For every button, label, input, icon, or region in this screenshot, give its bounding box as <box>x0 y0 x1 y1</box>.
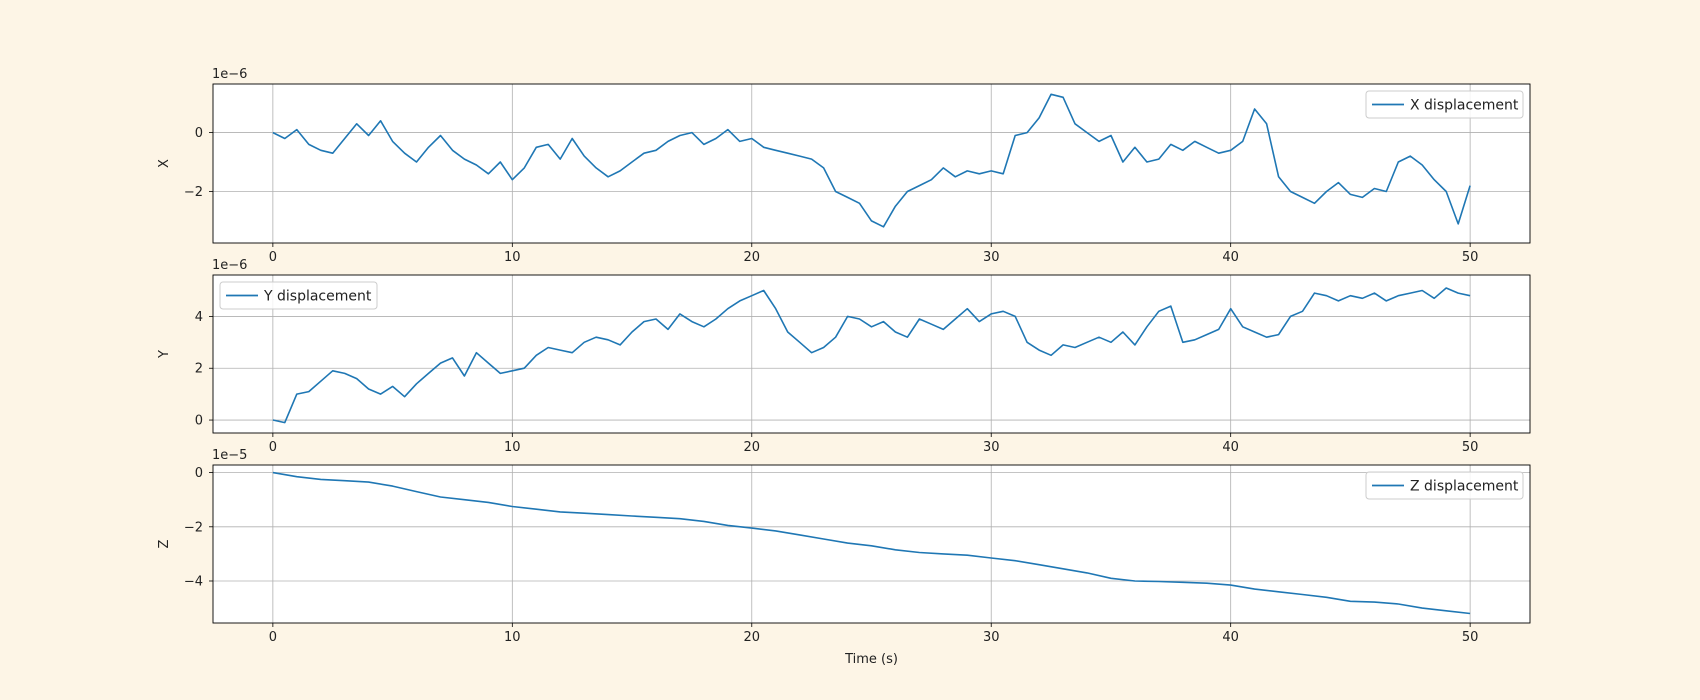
x-tick-label: 30 <box>983 630 1000 645</box>
y-tick-label: −2 <box>184 520 203 535</box>
y-offset-label: 1e−6 <box>212 258 247 273</box>
subplot-y: 0 10 20 30 40 50 0 2 4 1e−6 Y Y displacement <box>157 258 1531 455</box>
y-tick-label: −2 <box>184 185 203 200</box>
y-tick-label: 4 <box>195 310 203 325</box>
y-axis-label: Y <box>157 350 172 359</box>
x-tick-label: 30 <box>983 440 1000 455</box>
x-tick-label: 10 <box>504 250 521 265</box>
x-tick-label: 0 <box>269 250 277 265</box>
axes-frame <box>212 464 1531 624</box>
x-tick-label: 40 <box>1222 440 1239 455</box>
y-tick-label: 0 <box>195 466 203 481</box>
subplot-z: 0 10 20 30 40 50 −4 −2 0 1e−5 Z Time (s) Z displacem… <box>157 448 1531 667</box>
x-tick-label: 40 <box>1222 630 1239 645</box>
legend-label: Y displacement <box>263 289 372 305</box>
series-line-0 <box>272 471 1471 615</box>
y-tick-label: 2 <box>195 362 203 377</box>
x-tick-label: 50 <box>1462 250 1479 265</box>
x-tick-label: 40 <box>1222 250 1239 265</box>
series-line-0 <box>272 287 1471 424</box>
y-tick-label: −4 <box>184 574 203 589</box>
plot-area <box>213 84 1530 243</box>
legend: X displacement <box>1365 90 1524 119</box>
subplot-x: 0 10 20 30 40 50 −2 0 1e−6 X X displacement <box>157 67 1531 265</box>
legend-box <box>219 281 378 310</box>
axes-frame <box>212 274 1531 434</box>
legend: Y displacement <box>219 281 378 310</box>
x-tick-label: 20 <box>743 630 760 645</box>
y-axis-label: Z <box>157 539 172 548</box>
legend-label: X displacement <box>1410 98 1519 114</box>
y-offset-label: 1e−5 <box>212 448 247 463</box>
legend-box <box>1365 90 1524 119</box>
y-tick-label: 0 <box>195 126 203 141</box>
x-tick-label: 30 <box>983 250 1000 265</box>
plot-area <box>213 465 1530 623</box>
legend-label: Z displacement <box>1410 479 1519 495</box>
legend: Z displacement <box>1365 471 1524 500</box>
y-axis-label: X <box>157 159 172 168</box>
series-line-0 <box>272 93 1471 228</box>
legend-box <box>1365 471 1524 500</box>
x-tick-label: 50 <box>1462 440 1479 455</box>
x-tick-label: 20 <box>743 250 760 265</box>
axes-frame <box>212 83 1531 244</box>
x-axis-label: Time (s) <box>844 652 898 667</box>
x-tick-label: 10 <box>504 630 521 645</box>
plot-area <box>213 275 1530 433</box>
x-tick-label: 20 <box>743 440 760 455</box>
y-offset-label: 1e−6 <box>212 67 247 82</box>
x-tick-label: 0 <box>269 630 277 645</box>
x-tick-label: 10 <box>504 440 521 455</box>
x-tick-label: 50 <box>1462 630 1479 645</box>
y-tick-label: 0 <box>195 414 203 429</box>
x-tick-label: 0 <box>269 440 277 455</box>
